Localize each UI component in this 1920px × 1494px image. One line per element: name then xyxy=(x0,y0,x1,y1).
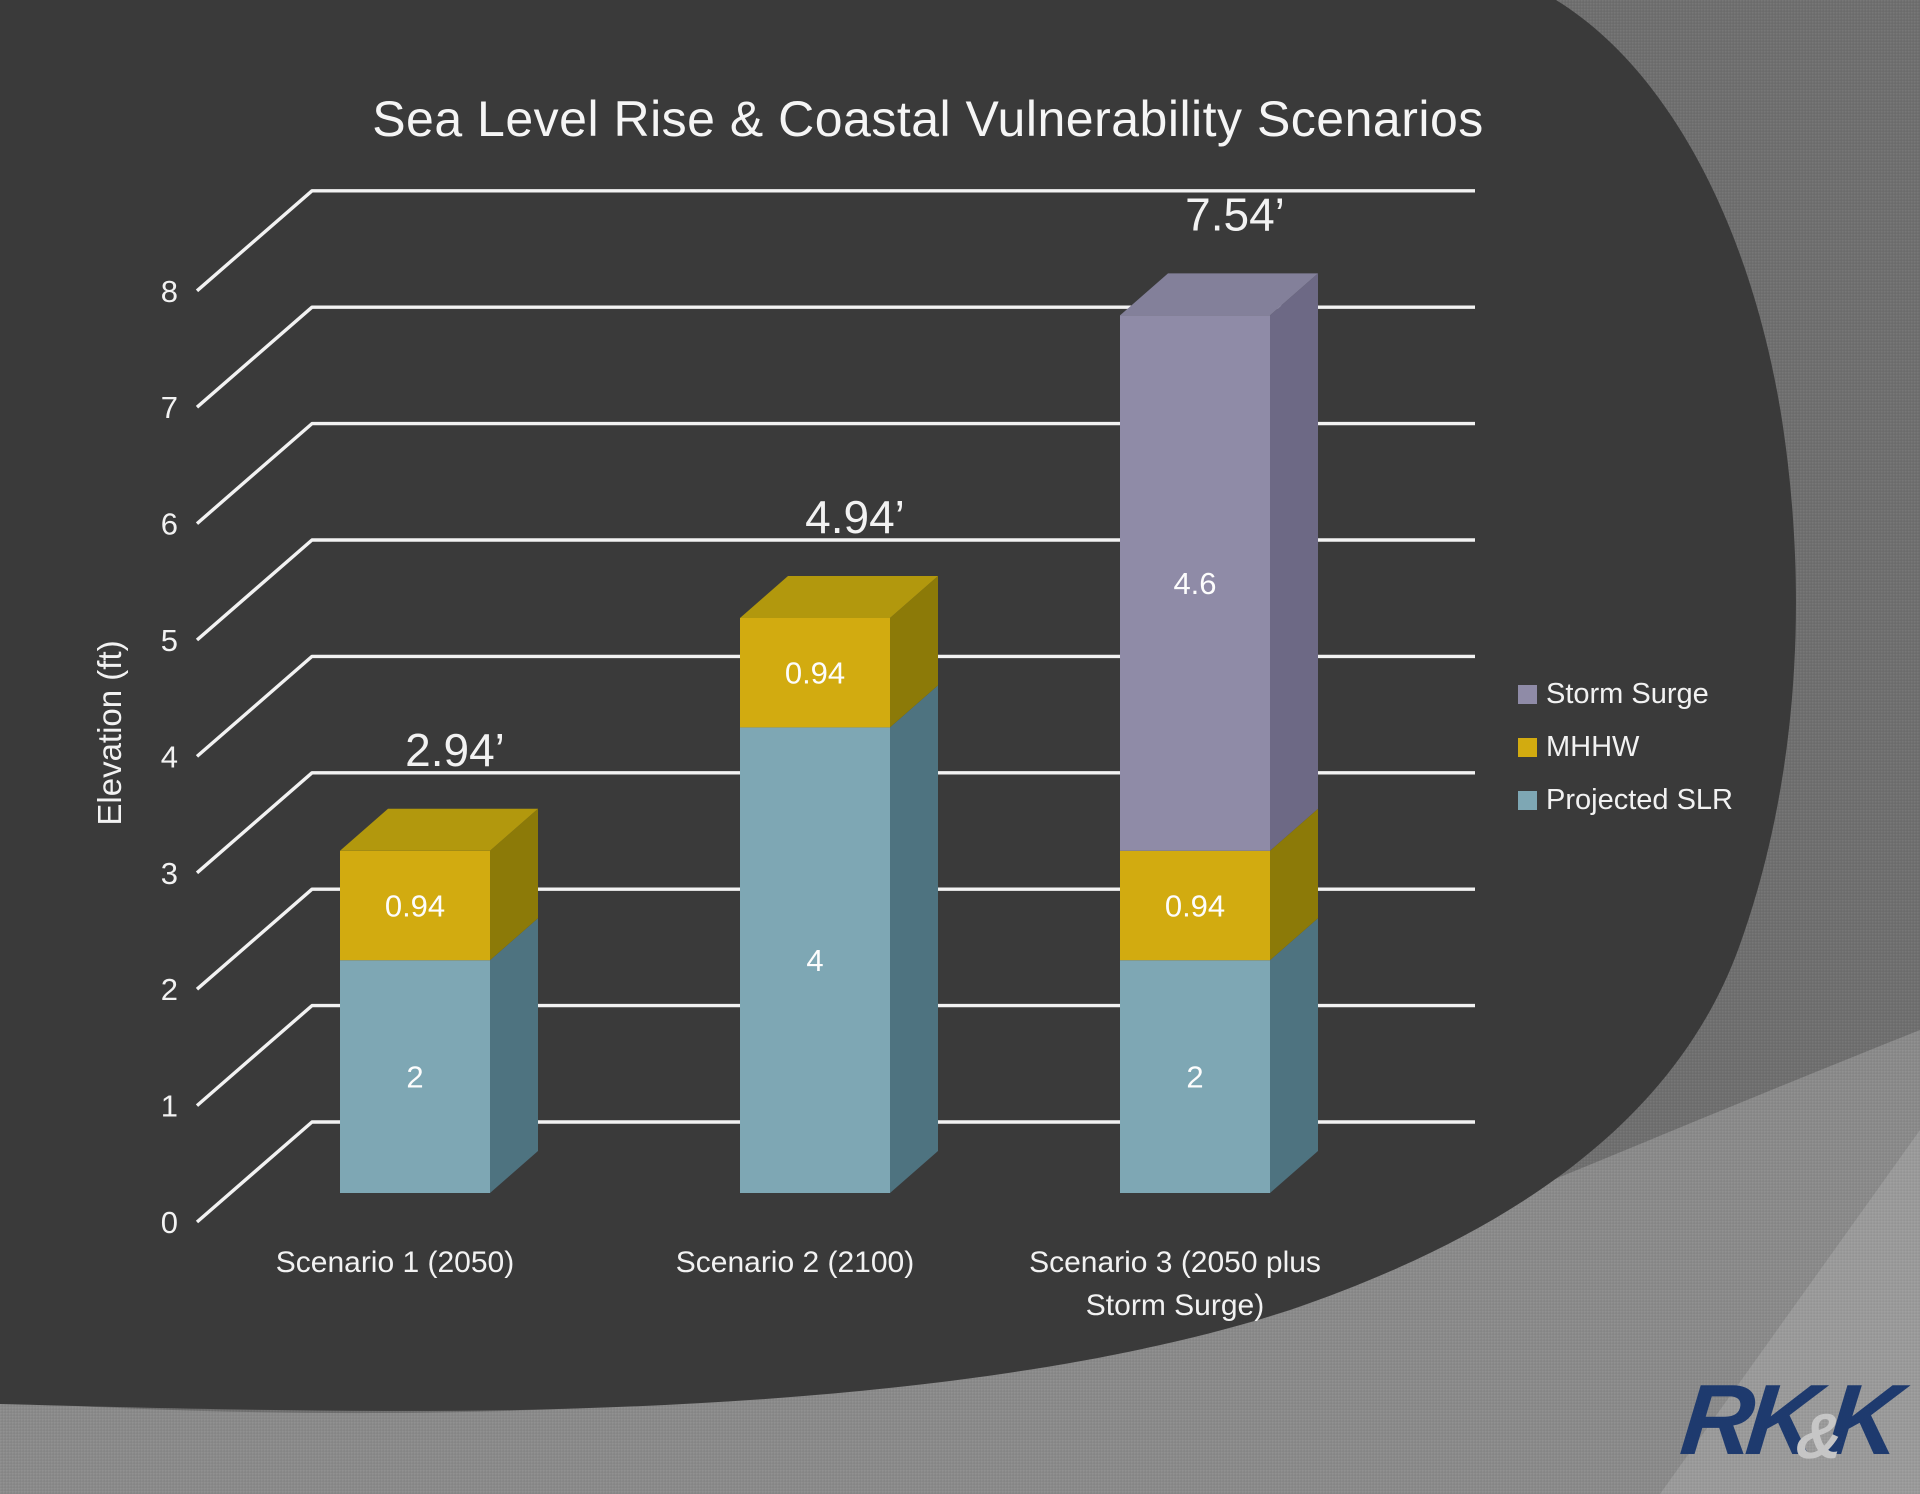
bar-total-label: 7.54’ xyxy=(1185,188,1285,240)
logo-ampersand: & xyxy=(1793,1399,1847,1472)
gridline xyxy=(195,305,1475,409)
bar-labels: 2 0.94 2.94’ Scenario 1 (2050) 4 0.94 4.94’ Sce… xyxy=(276,188,1321,1322)
legend-swatch xyxy=(1518,685,1537,704)
segment-side-face xyxy=(490,808,538,961)
gridline xyxy=(195,1120,1475,1224)
gridline xyxy=(195,538,1475,642)
gridline xyxy=(195,421,1475,525)
segment-front-projected-slr xyxy=(1120,960,1270,1193)
segment-front-projected-slr xyxy=(740,727,890,1193)
segment-side-face xyxy=(490,918,538,1193)
segment-value-label: 0.94 xyxy=(385,888,445,923)
y-tick-label: 6 xyxy=(161,507,178,542)
legend-item-projected-slr: Projected SLR xyxy=(1518,774,1733,827)
legend-item-storm-surge: Storm Surge xyxy=(1518,668,1733,721)
legend-label: Projected SLR xyxy=(1546,784,1733,816)
segment-side-face xyxy=(1270,273,1318,851)
legend-label: MHHW xyxy=(1546,731,1640,763)
segment-top-face xyxy=(740,575,938,618)
gridline xyxy=(195,771,1475,875)
segment-front-mhhw xyxy=(1120,850,1270,961)
segment-value-label: 2 xyxy=(406,1060,423,1095)
segment-value-label: 2 xyxy=(1186,1060,1203,1095)
segment-side-face xyxy=(1270,808,1318,961)
segment-front-mhhw xyxy=(740,617,890,728)
segment-value-label: 4 xyxy=(806,943,823,978)
segment-top-face xyxy=(1120,273,1318,316)
gridline xyxy=(195,1003,1475,1107)
chart-legend: Storm Surge MHHW Projected SLR xyxy=(1518,668,1733,827)
category-label: Scenario 1 (2050) xyxy=(276,1246,514,1279)
y-tick-label: 7 xyxy=(161,390,178,425)
segment-value-label: 0.94 xyxy=(1165,888,1225,923)
segment-side-face xyxy=(890,575,938,728)
segment-front-mhhw xyxy=(340,850,490,961)
legend-swatch xyxy=(1518,791,1537,810)
bars xyxy=(340,273,1318,1193)
bar-3 xyxy=(1120,273,1318,1193)
legend-label: Storm Surge xyxy=(1546,678,1709,710)
legend-swatch xyxy=(1518,738,1537,757)
segment-side-face xyxy=(1270,918,1318,1193)
gridline xyxy=(195,654,1475,758)
y-tick-label: 0 xyxy=(161,1205,178,1240)
y-tick-label: 3 xyxy=(161,856,178,891)
y-axis-ticks: 0 1 2 3 4 5 6 7 8 xyxy=(161,274,178,1240)
category-label: Scenario 3 (2050 plus xyxy=(1029,1246,1321,1279)
segment-value-label: 0.94 xyxy=(785,656,845,691)
category-label: Scenario 2 (2100) xyxy=(676,1246,914,1279)
segment-side-face xyxy=(890,685,938,1193)
segment-value-label: 4.6 xyxy=(1173,566,1216,601)
bar-total-label: 4.94’ xyxy=(805,491,905,543)
gridlines xyxy=(195,189,1475,1224)
rkk-logo: RK&K xyxy=(1676,1364,1900,1476)
gridline xyxy=(195,887,1475,991)
chart-title: Sea Level Rise & Coastal Vulnerability S… xyxy=(372,91,1484,147)
y-tick-label: 2 xyxy=(161,972,178,1007)
legend-item-mhhw: MHHW xyxy=(1518,721,1733,774)
segment-front-projected-slr xyxy=(340,960,490,1193)
y-tick-label: 8 xyxy=(161,274,178,309)
category-label: Storm Surge) xyxy=(1086,1289,1264,1322)
bar-total-label: 2.94’ xyxy=(405,724,505,776)
segment-front-storm-surge xyxy=(1120,315,1270,851)
y-tick-label: 5 xyxy=(161,623,178,658)
segment-top-face xyxy=(340,808,538,851)
gridline xyxy=(195,189,1475,293)
y-tick-label: 4 xyxy=(161,739,178,774)
bar-2 xyxy=(740,575,938,1193)
bar-1 xyxy=(340,808,538,1193)
y-tick-label: 1 xyxy=(161,1089,178,1124)
